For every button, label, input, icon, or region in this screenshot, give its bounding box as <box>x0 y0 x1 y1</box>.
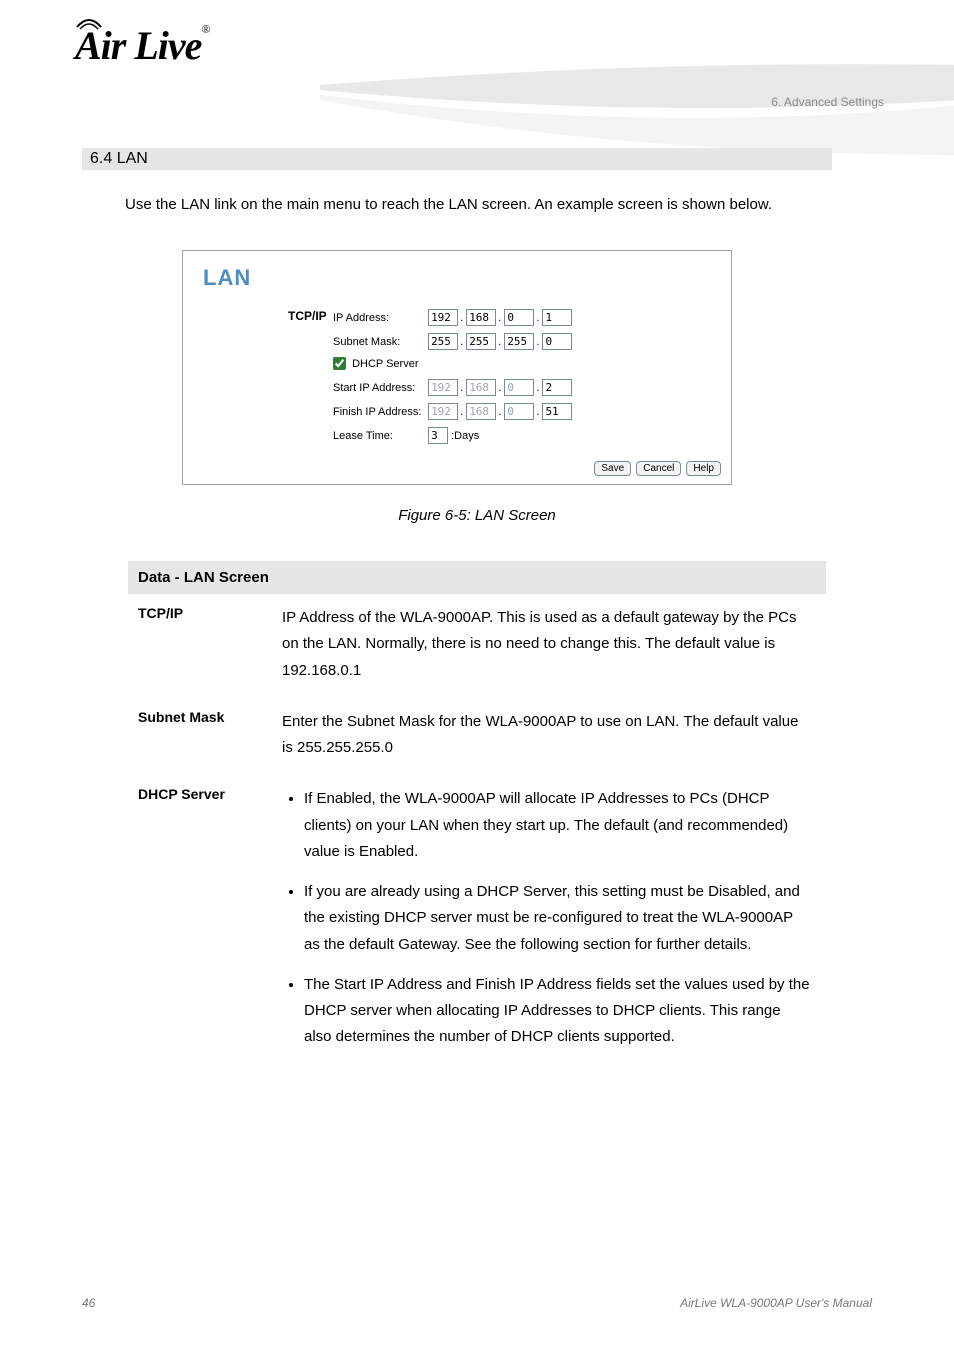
logo-reg: ® <box>201 22 209 36</box>
page-footer: 46 AirLive WLA-9000AP User's Manual <box>82 1296 872 1310</box>
start-oct-1 <box>428 379 458 396</box>
ip-oct-4[interactable] <box>542 309 572 326</box>
row-mask: Subnet Mask: . . . <box>333 333 721 355</box>
dhcp-checkbox[interactable] <box>333 357 346 370</box>
row-dhcp: DHCP Server <box>333 357 721 379</box>
ip-oct-2[interactable] <box>466 309 496 326</box>
button-row: Save Cancel Help <box>592 461 721 476</box>
help-button[interactable]: Help <box>686 461 721 476</box>
finish-oct-1 <box>428 403 458 420</box>
save-button[interactable]: Save <box>594 461 631 476</box>
mask-label: Subnet Mask: <box>333 336 425 348</box>
lease-label: Lease Time: <box>333 430 425 442</box>
table-row: DHCP Server If Enabled, the WLA-9000AP w… <box>128 776 827 1079</box>
table-row: TCP/IP IP Address of the WLA-9000AP. Thi… <box>128 595 827 699</box>
section-title-bar: 6.4 LAN <box>82 148 832 170</box>
start-oct-2 <box>466 379 496 396</box>
lan-heading: LAN <box>203 265 251 291</box>
tcpip-label: TCP/IP <box>288 309 327 323</box>
finish-oct-3 <box>504 403 534 420</box>
figure-caption: Figure 6-5: LAN Screen <box>0 507 954 524</box>
lan-screenshot: LAN TCP/IP IP Address: . . . Subnet Mask… <box>182 250 732 485</box>
logo-wave-icon <box>75 15 103 36</box>
row-lease: Lease Time: :Days <box>333 427 721 449</box>
manual-title: AirLive WLA-9000AP User's Manual <box>680 1296 872 1310</box>
row-label-mask: Subnet Mask <box>128 698 268 776</box>
table-row: Subnet Mask Enter the Subnet Mask for th… <box>128 698 827 776</box>
start-oct-4[interactable] <box>542 379 572 396</box>
dhcp-bullet-1: If Enabled, the WLA-9000AP will allocate… <box>304 786 812 865</box>
mask-oct-4[interactable] <box>542 333 572 350</box>
dhcp-bullet-2: If you are already using a DHCP Server, … <box>304 879 812 958</box>
row-label-tcpip: TCP/IP <box>128 595 268 699</box>
finish-oct-4[interactable] <box>542 403 572 420</box>
brand-logo: Air Live® <box>75 22 210 69</box>
lease-input[interactable] <box>428 427 448 444</box>
start-ip-label: Start IP Address: <box>333 382 425 394</box>
table-header: Data - LAN Screen <box>128 561 827 595</box>
ip-oct-1[interactable] <box>428 309 458 326</box>
table-header-row: Data - LAN Screen <box>128 561 827 595</box>
data-table: Data - LAN Screen TCP/IP IP Address of t… <box>127 560 827 1080</box>
start-oct-3 <box>504 379 534 396</box>
row-ip: IP Address: . . . <box>333 309 721 331</box>
row-desc-dhcp: If Enabled, the WLA-9000AP will allocate… <box>268 776 827 1079</box>
row-desc-mask: Enter the Subnet Mask for the WLA-9000AP… <box>268 698 827 776</box>
mask-oct-2[interactable] <box>466 333 496 350</box>
row-start-ip: Start IP Address: . . . <box>333 379 721 401</box>
dhcp-label: DHCP Server <box>352 358 418 370</box>
row-label-dhcp: DHCP Server <box>128 776 268 1079</box>
mask-oct-3[interactable] <box>504 333 534 350</box>
ip-oct-3[interactable] <box>504 309 534 326</box>
page-number: 46 <box>82 1296 95 1310</box>
mask-oct-1[interactable] <box>428 333 458 350</box>
ip-label: IP Address: <box>333 312 425 324</box>
chapter-tag: 6. Advanced Settings <box>771 95 884 109</box>
cancel-button[interactable]: Cancel <box>636 461 681 476</box>
section-intro: Use the LAN link on the main menu to rea… <box>125 192 825 218</box>
row-desc-tcpip: IP Address of the WLA-9000AP. This is us… <box>268 595 827 699</box>
finish-oct-2 <box>466 403 496 420</box>
lease-unit: :Days <box>451 430 479 442</box>
finish-ip-label: Finish IP Address: <box>333 406 425 418</box>
section-title: 6.4 LAN <box>90 150 148 168</box>
row-finish-ip: Finish IP Address: . . . <box>333 403 721 425</box>
dhcp-bullet-3: The Start IP Address and Finish IP Addre… <box>304 972 812 1051</box>
